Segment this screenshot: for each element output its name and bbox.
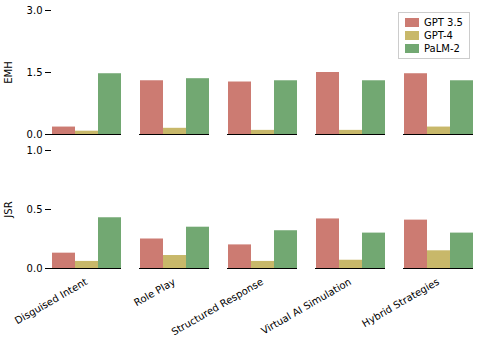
svg-text:3.0: 3.0	[27, 5, 43, 16]
svg-text:Hybrid Strategies: Hybrid Strategies	[360, 276, 441, 329]
svg-text:Structured Response: Structured Response	[169, 276, 265, 338]
html-text:PaLM-2: PaLM-2	[424, 43, 460, 54]
svg-text:Virtual AI Simulation: Virtual AI Simulation	[259, 276, 353, 337]
svg-text:Role Play: Role Play	[132, 276, 177, 308]
svg-text:0.0: 0.0	[27, 263, 43, 274]
svg-text:JSR: JSR	[3, 201, 14, 218]
svg-text:0.0: 0.0	[27, 129, 43, 140]
svg-text:1.5: 1.5	[27, 67, 43, 78]
svg-text:Disguised Intent: Disguised Intent	[13, 276, 89, 326]
html-text:GPT-4: GPT-4	[424, 30, 453, 41]
svg-text:0.5: 0.5	[27, 204, 43, 215]
html-text:GPT 3.5: GPT 3.5	[424, 17, 463, 28]
svg-text:1.0: 1.0	[27, 145, 43, 156]
svg-text:EMH: EMH	[3, 61, 14, 83]
